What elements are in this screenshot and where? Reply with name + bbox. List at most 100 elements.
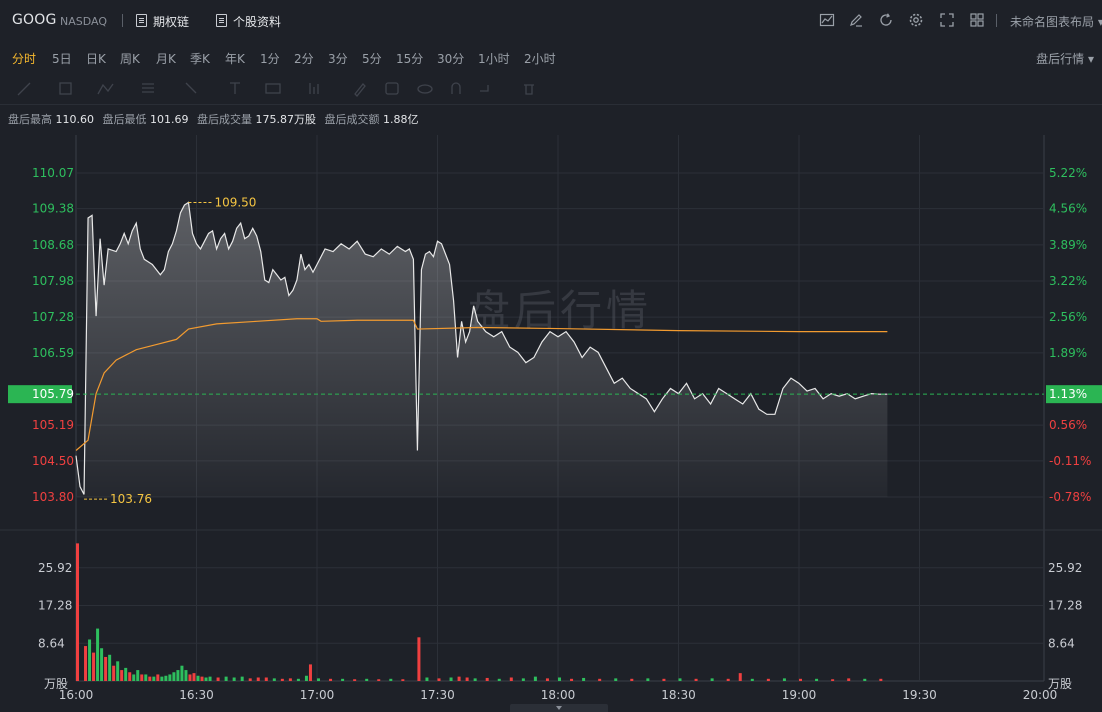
period-tab[interactable]: 3分 [328,52,348,66]
period-tab[interactable]: 2分 [294,52,314,66]
volume-bar [140,674,144,681]
chevron-down-icon [556,706,562,710]
layout-selector[interactable]: 未命名图表布局 ▾ [1010,13,1102,30]
period-tab[interactable]: 周K [120,52,140,66]
stat-label: 盘后最高 [8,113,52,126]
draw-icon[interactable] [847,12,865,30]
volume-bar [232,677,236,681]
volume-bar [533,676,537,681]
x-tick-label: 16:30 [179,688,214,702]
volume-bar [863,678,867,681]
rectangle-tool-icon [59,82,72,95]
percent-tick-label: 1.89% [1049,346,1087,360]
volume-bar [208,676,212,681]
volume-bar [164,675,168,681]
x-tick-label: 20:00 [1023,688,1058,702]
price-tick-label: 109.38 [32,202,74,216]
refresh-icon[interactable] [877,12,895,30]
period-tab[interactable]: 年K [225,52,245,66]
volume-bar [84,646,88,681]
period-tab[interactable]: 季K [190,52,210,66]
volume-bar [377,679,381,681]
volume-bar [120,670,124,681]
volume-bar [148,676,152,681]
volume-bar [144,674,148,681]
text-tool-icon [230,82,240,94]
layout-label: 未命名图表布局 [1010,15,1095,29]
volume-bar [132,674,136,681]
volume-bar [156,674,160,681]
wave-tool-icon [97,83,114,95]
price-tick-label: 103.80 [32,490,74,504]
fullscreen-icon[interactable] [938,12,956,30]
volume-bar [104,656,108,681]
percent-tick-label: 5.22% [1049,166,1087,180]
measure-tool-icon [309,83,319,94]
chart-style-icon[interactable] [818,12,836,30]
volume-tick-label: 17.28 [38,599,72,613]
after-hours-button[interactable]: 盘后行情 ▾ [1036,50,1094,67]
volume-bar [726,678,730,681]
volume-bar [509,677,513,681]
percent-tick-label: 3.89% [1049,238,1087,252]
document-icon [216,14,227,27]
volume-bar [353,679,357,681]
drawing-toolbar [0,74,1102,105]
volume-bar [272,678,276,681]
period-tab[interactable]: 5分 [362,52,382,66]
panel-toggle[interactable] [510,704,608,712]
period-tab[interactable]: 1分 [260,52,280,66]
period-tab[interactable]: 2小时 [524,52,556,66]
stat-label: 盘后成交量 [197,113,252,126]
period-tab[interactable]: 5日 [52,52,72,66]
magnet-tool-icon [451,82,461,94]
chevron-down-icon: ▾ [1097,15,1102,29]
volume-bar [248,678,252,681]
volume-bar [172,672,176,681]
volume-bar [570,678,574,681]
settings-icon[interactable] [907,12,925,30]
volume-bar [710,678,714,681]
volume-bar [264,677,268,681]
price-tick-label: 105.79 [32,387,74,401]
exchange-label: NASDAQ [60,15,108,28]
period-tab[interactable]: 30分 [437,52,465,66]
fib-tool-icon [142,83,154,93]
grid-layout-icon[interactable] [968,12,986,30]
volume-tick-label: 25.92 [1048,561,1082,575]
volume-unit-label: 万股 [1048,677,1072,691]
volume-bar [457,676,461,681]
volume-bar [750,678,754,681]
period-tab[interactable]: 1小时 [478,52,510,66]
volume-tick-label: 8.64 [1048,636,1075,650]
volume-bar [136,670,140,681]
period-tab[interactable]: 15分 [396,52,424,66]
volume-bar [96,628,100,681]
after-hours-label: 盘后行情 [1036,52,1085,66]
volume-bar [401,679,405,681]
volume-bar [646,678,650,681]
volume-bar [630,678,634,681]
period-tab[interactable]: 月K [156,52,176,66]
volume-bar [176,670,180,681]
intraday-chart[interactable]: 16:00 16:30 17:00 17:30 18:00 18:30 19:00 19:30… [0,125,1102,705]
volume-bar [112,665,116,681]
volume-bar [116,661,120,681]
x-tick-label: 17:30 [420,688,455,702]
volume-bar [88,639,92,681]
company-profile-link[interactable]: 个股资料 [216,13,281,30]
stat-label: 盘后成交额 [324,113,380,126]
volume-bar [204,677,208,681]
volume-bar [168,674,172,681]
volume-bar [288,678,292,681]
trash-tool-icon [524,84,534,95]
callout-tool-icon [265,83,281,94]
percent-tick-label: 3.22% [1049,274,1087,288]
period-tab[interactable]: 日K [86,52,106,66]
lock-tool-icon [385,82,399,95]
trend-line-tool-icon [17,82,31,96]
options-chain-link[interactable]: 期权链 [136,13,189,30]
high-price-marker-label: 109.50 [214,195,256,209]
volume-bar [216,677,220,681]
period-tab[interactable]: 分时 [12,52,37,66]
